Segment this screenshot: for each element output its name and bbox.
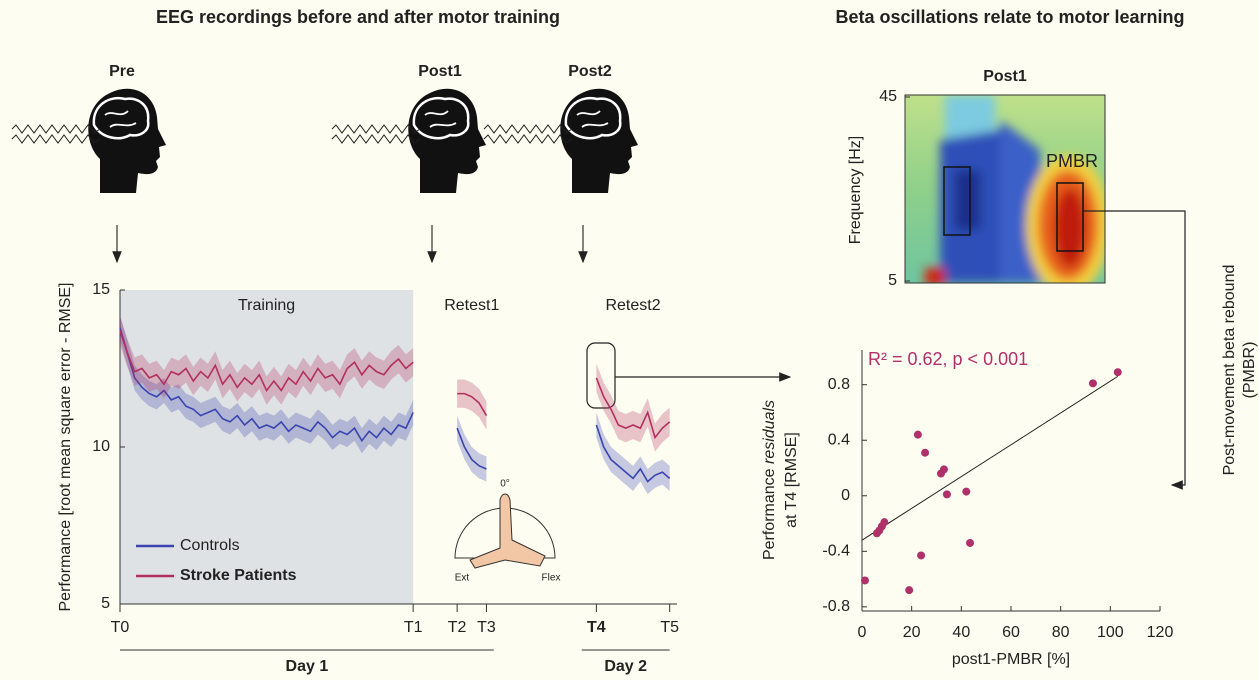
head <box>11 88 166 193</box>
eeg-wave <box>483 134 573 144</box>
head-silhouette <box>88 88 166 193</box>
legend-label: Controls <box>180 537 240 554</box>
side-label: (PMBR) <box>1241 342 1258 399</box>
brain <box>412 96 470 140</box>
scatter-point <box>942 490 951 499</box>
brain <box>92 96 150 140</box>
error-band <box>596 412 670 495</box>
hand-diagram: 0° Ext Flex <box>454 479 561 584</box>
y-tick-label: 0 <box>841 487 850 504</box>
brain-fold <box>576 110 609 128</box>
y-axis-label: Performance residuals <box>761 400 778 560</box>
period-label: Day 2 <box>604 658 647 675</box>
scatter-point <box>905 586 914 595</box>
error-band <box>596 363 670 452</box>
y-axis-label: Frequency [Hz] <box>847 136 864 244</box>
scatter-point <box>921 448 930 457</box>
head <box>483 88 638 193</box>
y-tick-label: 10 <box>92 438 110 455</box>
eeg-wave <box>331 124 421 134</box>
x-tick-label: 120 <box>1147 624 1174 641</box>
x-tick-label: T4 <box>587 619 606 636</box>
spectrogram-frame <box>904 94 1106 284</box>
y-tick-label: 5 <box>101 595 110 612</box>
roi-box <box>943 166 971 236</box>
scatter-point <box>880 518 889 527</box>
roi-box <box>1056 182 1084 252</box>
error-band <box>457 379 487 430</box>
left-title: EEG recordings before and after motor tr… <box>156 7 560 27</box>
x-tick-label: T1 <box>404 619 423 636</box>
head-silhouette <box>560 88 638 193</box>
spectrogram <box>905 95 1105 283</box>
right-title: Beta oscillations relate to motor learni… <box>835 7 1184 27</box>
scatter-point <box>913 430 922 439</box>
brain-fold <box>104 110 137 128</box>
series-line <box>119 330 671 440</box>
session-label: Post1 <box>418 63 462 80</box>
series-line <box>119 327 671 483</box>
segment-label: Retest1 <box>444 297 499 314</box>
scatter-point <box>1113 368 1122 377</box>
y-tick-label: 45 <box>879 88 897 105</box>
legend-label: Stroke Patients <box>180 567 297 584</box>
scatter-point <box>917 551 926 560</box>
heatmap-annotation: PMBR <box>1046 151 1098 171</box>
stat-annotation: R² = 0.62, p < 0.001 <box>868 349 1028 369</box>
x-axis-label: post1-PMBR [%] <box>952 651 1070 668</box>
scatter-point <box>966 538 975 547</box>
y-tick-label: -0.4 <box>822 543 850 560</box>
brain-fold <box>424 110 457 128</box>
x-tick-label: 0 <box>858 624 867 641</box>
hand-ext: Ext <box>455 573 470 584</box>
error-band <box>457 415 487 482</box>
x-tick-label: T2 <box>448 619 467 636</box>
x-tick-label: 20 <box>903 624 921 641</box>
scatter-point <box>962 487 971 496</box>
x-tick-label: 100 <box>1097 624 1124 641</box>
scatter-point <box>860 576 869 585</box>
eeg-heads <box>11 88 638 193</box>
fit-line <box>861 375 1119 541</box>
session-label: Pre <box>109 63 135 80</box>
x-tick-label: T0 <box>111 619 130 636</box>
eeg-wave <box>11 124 101 134</box>
y-tick-label: 5 <box>888 272 897 289</box>
x-tick-label: T3 <box>477 619 496 636</box>
x-tick-label: T5 <box>660 619 679 636</box>
error-band <box>120 315 414 454</box>
y-axis-label: Performance [root mean square error - RM… <box>57 282 74 611</box>
y-tick-label: 0.8 <box>828 376 850 393</box>
head <box>331 88 486 193</box>
y-tick-label: -0.8 <box>822 598 850 615</box>
connector <box>1083 210 1186 490</box>
hand-flex: Flex <box>542 573 561 584</box>
y-tick-label: 0.4 <box>828 431 850 448</box>
y-label-part: residuals <box>761 400 778 464</box>
brain <box>564 96 622 140</box>
session-label: Post2 <box>568 63 612 80</box>
eeg-wave <box>331 134 421 144</box>
heatmap-title: Post1 <box>983 68 1027 85</box>
training-shade <box>120 290 414 604</box>
eeg-wave <box>483 124 573 134</box>
highlight-box <box>586 342 616 409</box>
hand-angle: 0° <box>500 479 510 490</box>
head-silhouette <box>408 88 486 193</box>
y-axis-label: at T4 [RMSE] <box>783 432 800 528</box>
segment-label: Retest2 <box>605 297 660 314</box>
x-tick-label: 40 <box>952 624 970 641</box>
scatter-point <box>939 465 948 474</box>
y-tick-label: 15 <box>92 281 110 298</box>
scatter-point <box>1088 379 1097 388</box>
x-tick-label: 80 <box>1052 624 1070 641</box>
session-arrows <box>112 225 588 264</box>
period-label: Day 1 <box>286 658 329 675</box>
side-label: Post-movement beta rebound <box>1221 265 1238 476</box>
x-tick-label: 60 <box>1002 624 1020 641</box>
eeg-wave <box>11 134 101 144</box>
segment-label: Training <box>238 297 295 314</box>
y-label-part: Performance <box>761 468 778 560</box>
